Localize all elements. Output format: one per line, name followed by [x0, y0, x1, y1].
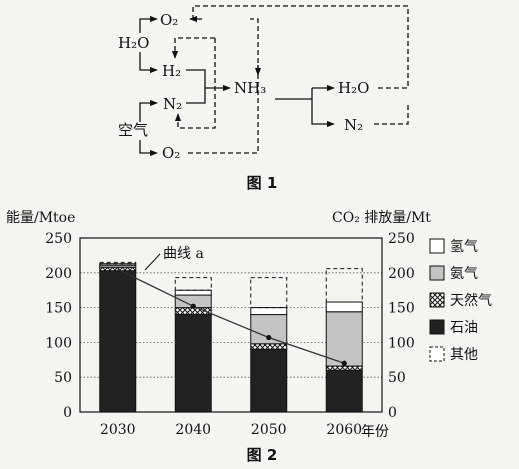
curve-a-point — [341, 360, 347, 366]
y-tick-left-label: 250 — [45, 231, 72, 247]
y-tick-left-label: 100 — [45, 335, 72, 351]
y-tick-right-label: 150 — [388, 301, 415, 317]
curve-a-label: 曲线 a — [163, 246, 204, 262]
curve-a-point — [190, 303, 196, 309]
legend-label: 氢气 — [450, 239, 478, 255]
legend-swatch — [429, 292, 445, 308]
x-tick-label: 2030 — [100, 422, 136, 438]
bar-segment — [325, 268, 363, 303]
curve-a-line — [117, 268, 345, 364]
y-tick-right-label: 200 — [388, 266, 415, 282]
legend-swatch — [429, 238, 445, 254]
bar-segment — [250, 348, 288, 413]
node-o2-bottom: O₂ — [162, 144, 180, 162]
node-h2o-left: H₂O — [118, 34, 149, 52]
figure-2-caption: 图 2 — [247, 446, 278, 464]
bar-segment — [99, 266, 137, 272]
bar-segment — [99, 270, 137, 413]
bar-segment — [250, 277, 288, 309]
legend-label: 石油 — [450, 320, 478, 336]
bar-segment — [174, 314, 212, 413]
bar-segment — [325, 365, 363, 371]
node-h2o-right: H₂O — [338, 79, 369, 97]
y-tick-right-label: 50 — [388, 370, 406, 386]
figure-2-chart: 能量/Mtoe CO₂ 排放量/Mt 0 50 100 150 200 250 0 50 10… — [6, 210, 492, 464]
legend-swatch — [429, 346, 445, 362]
figure-1-flow-diagram: O₂ H₂O H₂ N₂ 空气 O₂ NH₃ H₂O N₂ — [118, 5, 409, 192]
curve-a-pointer — [144, 253, 161, 271]
y-tick-right-label: 0 — [388, 405, 397, 421]
legend-label: 其他 — [450, 347, 478, 363]
x-tick-label: 2040 — [175, 422, 211, 438]
y-axis-right-label: CO₂ 排放量/Mt — [332, 210, 431, 226]
bar-segment — [250, 343, 288, 350]
y-tick-left-label: 200 — [45, 266, 72, 282]
node-o2-top: O₂ — [160, 11, 178, 29]
y-axis-left-label: 能量/Mtoe — [6, 210, 75, 226]
x-tick-label: 2050 — [251, 422, 287, 438]
x-ticks: 2030 2040 2050 2060 — [100, 422, 362, 438]
legend-label: 氨气 — [450, 266, 478, 282]
node-n2-right: N₂ — [344, 116, 363, 134]
stacked-bars — [99, 261, 363, 413]
figure-1-caption: 图 1 — [247, 174, 278, 192]
bar-segment — [250, 307, 288, 316]
node-nh3: NH₃ — [234, 79, 266, 97]
bar-segment — [174, 277, 212, 291]
bar-segment — [325, 369, 363, 413]
legend-swatch — [429, 319, 445, 335]
bar-segment — [174, 289, 212, 296]
y-tick-right-label: 100 — [388, 335, 415, 351]
y-tick-left-label: 150 — [45, 301, 72, 317]
y-tick-left-label: 0 — [63, 405, 72, 421]
dashed-arrows — [171, 5, 409, 154]
bar-segment — [325, 311, 363, 367]
legend-label: 天然气 — [450, 292, 492, 309]
node-n2-left: N₂ — [163, 95, 182, 113]
plot-frame — [79, 237, 383, 413]
legend-swatch — [429, 265, 445, 281]
bar-segment — [99, 261, 137, 265]
y-ticks-right: 0 50 100 150 200 250 — [388, 231, 415, 421]
node-h2: H₂ — [162, 62, 181, 80]
curve-a — [117, 268, 347, 366]
node-air: 空气 — [118, 121, 148, 139]
y-tick-left-label: 50 — [54, 370, 72, 386]
solid-arrows — [139, 15, 335, 157]
bar-segment — [325, 301, 363, 313]
x-tick-label: 2060 — [326, 422, 362, 438]
y-tick-right-label: 250 — [388, 231, 415, 247]
curve-a-point — [266, 334, 272, 341]
x-axis-unit-label: 年份 — [361, 424, 389, 440]
bar-segment — [99, 263, 137, 266]
y-ticks-left: 0 50 100 150 200 250 — [45, 231, 72, 421]
